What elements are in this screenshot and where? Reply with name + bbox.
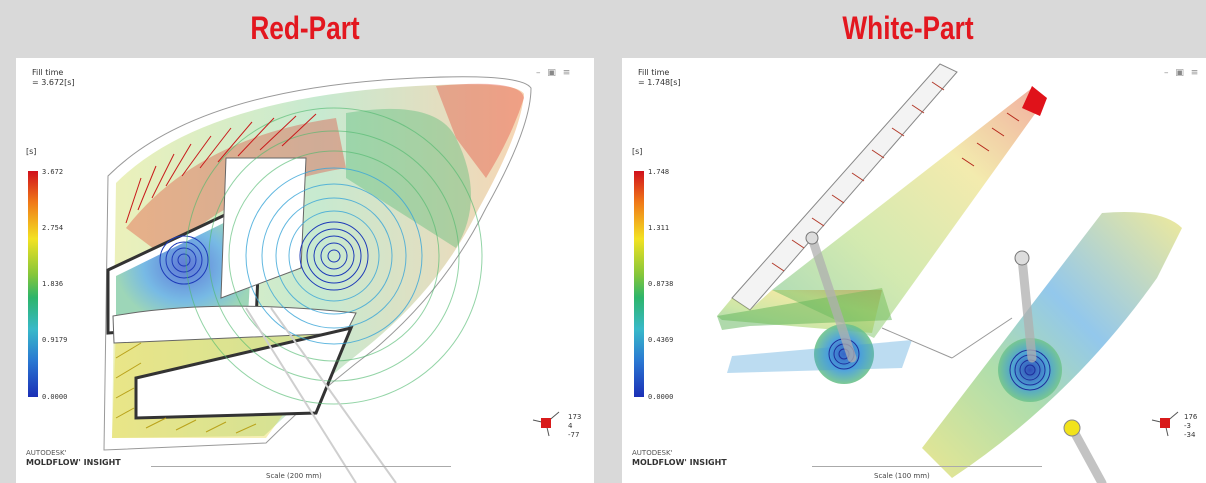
colorbar-tick: 0.8738 [648,280,674,288]
colorbar-unit: [s] [26,147,37,156]
window-controls[interactable]: – ▣ ≡ [1164,68,1201,78]
triad-readout: 173 4 -77 [568,413,582,439]
white-part-fill-time-plot [717,63,1182,483]
orientation-triad-icon[interactable] [1150,408,1180,438]
result-header: Fill time = 3.672[s] [32,68,75,88]
window-controls[interactable]: – ▣ ≡ [536,68,573,78]
red-part-title: Red-Part [250,10,360,46]
colorbar-tick-min: 0.0000 [648,393,674,401]
colorbar-tick: 0.4369 [648,336,674,344]
colorbar-tick-max: 3.672 [42,168,64,176]
result-value: = 1.748[s] [638,78,681,87]
colorbar-tick: 0.9179 [42,336,68,344]
red-part-fill-time-plot [103,76,532,483]
result-value: = 3.672[s] [32,78,75,87]
result-name: Fill time [638,68,670,77]
colorbar-tick: 1.311 [648,224,670,232]
colorbar [634,171,644,397]
colorbar-tick-max: 1.748 [648,168,670,176]
red-part-viewport[interactable]: Fill time = 3.672[s] – ▣ ≡ [s] 3.672 2.7… [16,58,594,483]
autodesk-moldflow-logo: AUTODESK' MOLDFLOW' INSIGHT [26,449,121,467]
scale-bar [151,466,451,467]
triad-readout: 176 -3 -34 [1184,413,1198,439]
scale-bar [812,466,1042,467]
colorbar-unit: [s] [632,147,643,156]
result-name: Fill time [32,68,64,77]
colorbar-tick: 1.836 [42,280,64,288]
orientation-triad-icon[interactable] [531,408,561,438]
result-header: Fill time = 1.748[s] [638,68,681,88]
autodesk-moldflow-logo: AUTODESK' MOLDFLOW' INSIGHT [632,449,727,467]
colorbar-tick-min: 0.0000 [42,393,68,401]
colorbar-tick: 2.754 [42,224,64,232]
scale-label: Scale (100 mm) [874,472,930,480]
scale-label: Scale (200 mm) [266,472,322,480]
white-part-title: White-Part [842,10,974,46]
colorbar [28,171,38,397]
white-part-viewport[interactable]: Fill time = 1.748[s] – ▣ ≡ [s] 1.748 1.3… [622,58,1206,483]
